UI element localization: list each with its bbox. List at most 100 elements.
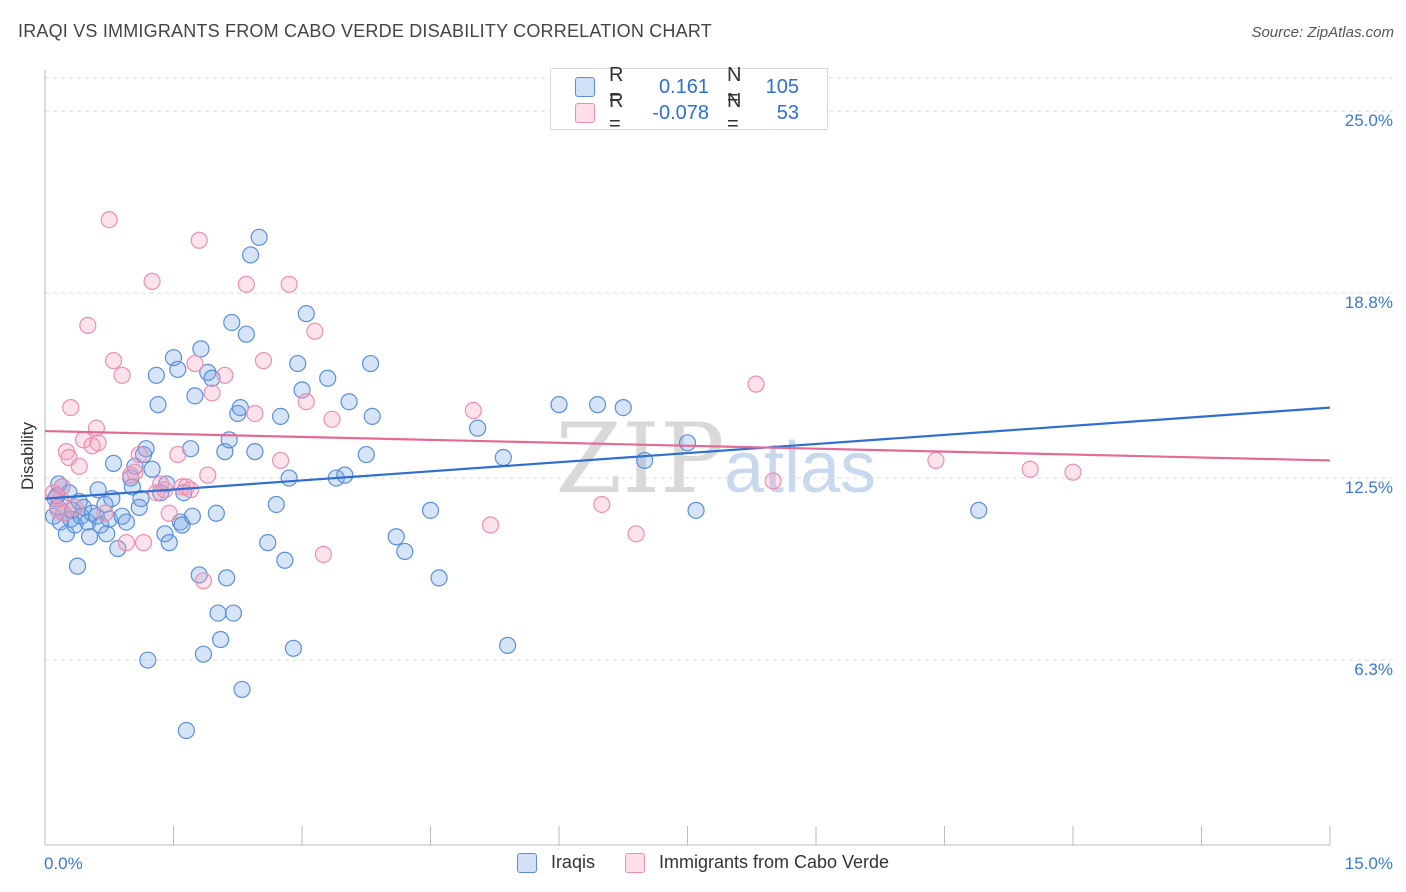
iraqis-point <box>147 366 165 384</box>
cabo-verde-point <box>254 352 273 370</box>
cabo-verde-point <box>1021 460 1039 478</box>
cabo-verde-point <box>216 366 234 384</box>
n-label: N = <box>727 90 742 135</box>
x-tick-label: 15.0% <box>1345 854 1393 873</box>
cabo-verde-point <box>237 275 255 293</box>
cabo-verde-point <box>62 398 80 417</box>
iraqis-point <box>430 569 448 587</box>
cabo-verde-point <box>747 375 765 393</box>
iraqis-point <box>139 651 157 669</box>
iraqis-point <box>169 360 187 379</box>
legend-item-iraqis[interactable]: Iraqis <box>516 852 595 873</box>
iraqis-point <box>614 398 632 417</box>
r-label: R = <box>609 64 624 109</box>
y-tick-label: 25.0% <box>1345 111 1393 130</box>
cabo-verde-point <box>186 354 204 373</box>
cabo-verde-point <box>160 504 178 522</box>
iraqis-point <box>203 369 221 387</box>
r-value: 0.161 <box>658 75 709 98</box>
cabo-verde-point <box>87 419 106 437</box>
iraqis-point <box>319 369 337 387</box>
cabo-verde-point <box>627 525 645 543</box>
iraqis-trend-line <box>44 406 1331 500</box>
trend-lines <box>44 406 1331 500</box>
cabo-verde-point <box>104 352 123 370</box>
legend-item-cabo-verde[interactable]: Immigrants from Cabo Verde <box>624 852 890 873</box>
iraqis-point <box>98 525 116 543</box>
iraqis-point <box>242 246 260 264</box>
iraqis-point <box>177 721 195 740</box>
legend-label: Immigrants from Cabo Verde <box>658 852 890 872</box>
iraqis-point <box>224 604 243 622</box>
iraqis-point <box>250 228 268 246</box>
iraqis-point <box>192 340 210 358</box>
cabo-verde-point <box>1064 463 1082 481</box>
y-axis-label: Disability <box>18 421 37 491</box>
cabo-verde-point <box>194 572 213 590</box>
iraqis-point <box>588 396 607 414</box>
x-tick-label: 0.0% <box>44 854 83 873</box>
iraqis-point <box>194 645 213 663</box>
iraqis-point <box>68 557 87 575</box>
iraqis-point <box>156 525 174 543</box>
cabo-verde-point <box>199 466 217 484</box>
iraqis-point <box>149 396 167 414</box>
blue-swatch <box>516 852 537 873</box>
r-value: -0.078 <box>652 101 709 124</box>
iraqis-point <box>117 513 135 531</box>
y-tick-label: 18.8% <box>1345 293 1393 312</box>
iraqis-point <box>212 630 230 649</box>
cabo-verde-point <box>271 451 290 470</box>
cabo-verde-point <box>190 231 208 249</box>
n-label: N = <box>727 64 742 109</box>
iraqis-point <box>267 495 285 514</box>
cabo-verde-point <box>143 272 161 290</box>
pink-swatch <box>624 852 645 873</box>
cabo-verde-point <box>464 401 482 420</box>
iraqis-point <box>246 443 264 461</box>
iraqis-point <box>550 396 568 414</box>
cabo-verde-point <box>182 481 200 499</box>
grid-lines <box>45 77 1395 661</box>
iraqis-point <box>80 528 99 546</box>
cabo-verde-point <box>203 384 221 402</box>
watermark-zip: ZIP <box>555 403 724 515</box>
iraqis-point <box>499 636 517 654</box>
iraqis-point <box>66 516 84 534</box>
cabo-verde-point <box>927 451 945 470</box>
r-label: R = <box>609 90 624 135</box>
legend-label: Iraqis <box>550 852 595 872</box>
chart-title: IRAQI VS IMMIGRANTS FROM CABO VERDE DISA… <box>18 21 712 41</box>
iraqis-point <box>363 407 381 426</box>
legend-row-cabo-verde: R = -0.078 N = 53 <box>575 90 799 135</box>
iraqis-point <box>289 354 307 373</box>
iraqis-point <box>132 489 150 508</box>
cabo-verde-point <box>55 504 73 522</box>
iraqis-point <box>357 445 375 464</box>
iraqis-point <box>687 501 705 519</box>
cabo-verde-point <box>96 504 114 522</box>
cabo-verde-point <box>126 463 144 481</box>
iraqis-point <box>297 305 315 323</box>
iraqis-point <box>280 469 298 487</box>
y-tick-label: 6.3% <box>1354 660 1393 679</box>
iraqis-point <box>207 504 225 522</box>
cabo-verde-point <box>593 495 611 514</box>
iraqis-point <box>361 354 380 373</box>
iraqis-point <box>79 513 97 531</box>
axis-tick-labels: 6.3% 12.5% 18.8% 25.0% 0.0% 15.0% <box>44 111 1393 873</box>
iraqis-point <box>104 454 123 472</box>
cabo-verde-point <box>134 534 153 552</box>
blue-swatch <box>575 77 595 97</box>
iraqis-point <box>276 551 294 569</box>
iraqis-point <box>396 542 414 561</box>
watermark-atlas: atlas <box>724 428 876 508</box>
iraqis-point <box>421 501 440 519</box>
n-value: 105 <box>765 75 799 98</box>
source-label: Source: ZipAtlas.com <box>1251 24 1394 41</box>
cabo-verde-point <box>100 211 118 229</box>
series-legend: Iraqis Immigrants from Cabo Verde <box>0 852 1406 873</box>
cabo-verde-point <box>323 410 341 428</box>
iraqis-point <box>387 528 405 546</box>
